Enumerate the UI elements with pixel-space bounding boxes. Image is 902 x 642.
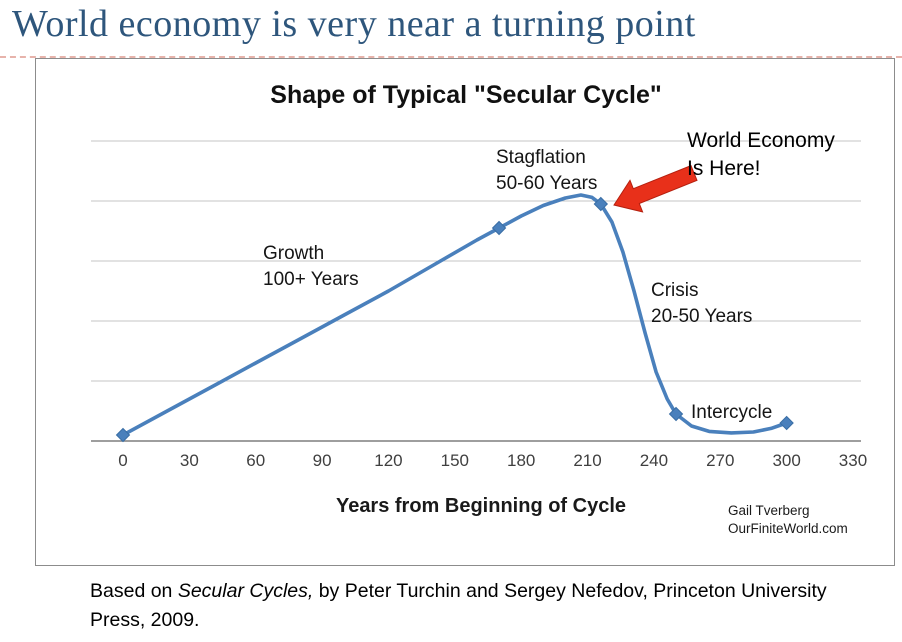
slide-title: World economy is very near a turning poi…	[12, 3, 696, 45]
annotation-growth: Growth 100+ Years	[263, 243, 359, 290]
annotation-crisis: Crisis 20-50 Years	[651, 280, 753, 327]
data-point-marker	[115, 427, 131, 443]
annotation-stagflation: Stagflation 50-60 Years	[496, 147, 598, 194]
credit-site: OurFiniteWorld.com	[728, 521, 848, 536]
secular-cycle-curve	[121, 193, 789, 437]
x-axis-title: Years from Beginning of Cycle	[335, 495, 627, 517]
chart-title: Shape of Typical "Secular Cycle"	[270, 81, 662, 109]
annotation-world-economy-is-here: World Economy Is Here!	[687, 129, 835, 180]
data-point-marker	[668, 406, 684, 422]
data-point-marker	[491, 220, 507, 236]
caption-book-title: Secular Cycles,	[177, 580, 314, 602]
annotation-intercycle: Intercycle	[691, 402, 773, 423]
secular-cycle-chart	[91, 140, 861, 443]
credit-name: Gail Tverberg	[728, 503, 810, 518]
here-arrow-icon	[613, 164, 698, 213]
data-point-marker	[779, 415, 794, 431]
source-caption: Based on Secular Cycles, by Peter Turchi…	[90, 580, 827, 631]
chart-frame: Shape of Typical "Secular Cycle" Growth …	[35, 58, 895, 566]
title-divider-dashed-line	[0, 56, 902, 58]
data-point-marker	[593, 196, 609, 212]
author-credit: Gail Tverberg OurFiniteWorld.com	[728, 502, 848, 538]
